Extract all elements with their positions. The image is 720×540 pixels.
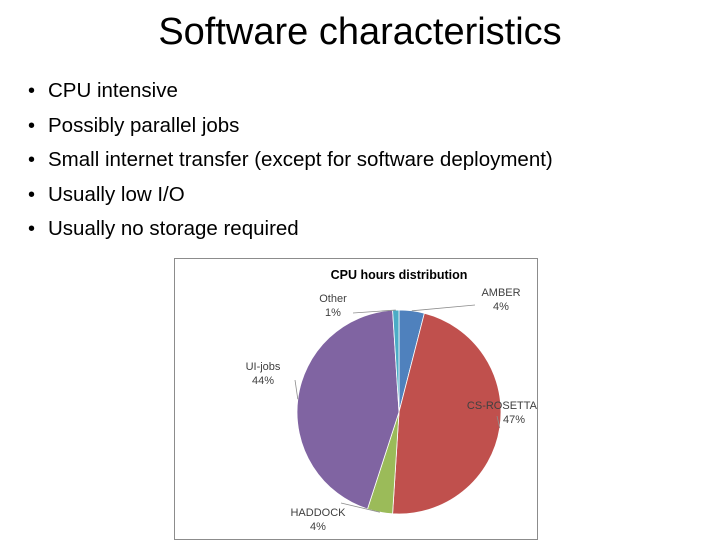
pie-slice-cs-rosetta	[392, 312, 502, 515]
data-label-value: 44%	[252, 375, 274, 387]
bullet-item: • Usually low I/O	[28, 178, 553, 213]
bullet-dot-icon: •	[28, 80, 36, 102]
data-label-name: HADDOCK	[290, 507, 346, 519]
bullet-dot-icon: •	[28, 149, 36, 171]
leader-line	[411, 304, 476, 312]
data-label-name: CS-ROSETTA	[467, 400, 537, 412]
leader-line	[352, 309, 396, 314]
leader-line	[340, 502, 380, 513]
data-labels: AMBER 4% CS-ROSETTA 47% HADDOCK 4% UI-jobs 44% O…	[246, 287, 537, 533]
pie-slice-ui-jobs	[296, 309, 400, 510]
leader-line	[496, 415, 501, 429]
data-label-value: 47%	[503, 414, 525, 426]
pie-chart: CPU hours distribution AMBER 4% CS-ROSETTA…	[174, 258, 538, 540]
slide-title: Software characteristics	[158, 11, 562, 53]
bullet-text: Small internet transfer (except for soft…	[48, 148, 553, 171]
bullet-item: • CPU intensive	[28, 74, 553, 109]
pie-chart-svg: CPU hours distribution AMBER 4% CS-ROSETTA…	[246, 268, 537, 533]
leader-line	[294, 379, 299, 400]
bullet-list: • CPU intensive • Possibly parallel jobs •…	[28, 74, 553, 247]
bullet-item: • Small internet transfer (except for sof…	[28, 143, 553, 178]
bullet-item: • Possibly parallel jobs	[28, 109, 553, 144]
leader-lines	[294, 304, 501, 513]
bullet-text: CPU intensive	[48, 79, 178, 102]
bullet-dot-icon: •	[28, 183, 36, 206]
bullet-dot-icon: •	[28, 114, 36, 137]
data-label-name: UI-jobs	[246, 361, 281, 373]
data-label-value: 4%	[493, 301, 509, 313]
bullet-item: • Usually no storage required	[28, 212, 553, 247]
pie-slices	[296, 309, 502, 515]
bullet-text: Possibly parallel jobs	[48, 113, 240, 137]
data-label-name: AMBER	[481, 287, 520, 299]
data-label-name: Other	[319, 293, 347, 305]
chart-title: CPU hours distribution	[331, 268, 468, 282]
bullet-text: Usually no storage required	[48, 217, 299, 240]
data-label-value: 4%	[310, 521, 326, 533]
data-label-value: 1%	[325, 307, 341, 319]
bullet-dot-icon: •	[28, 218, 36, 240]
bullet-text: Usually low I/O	[48, 182, 185, 206]
